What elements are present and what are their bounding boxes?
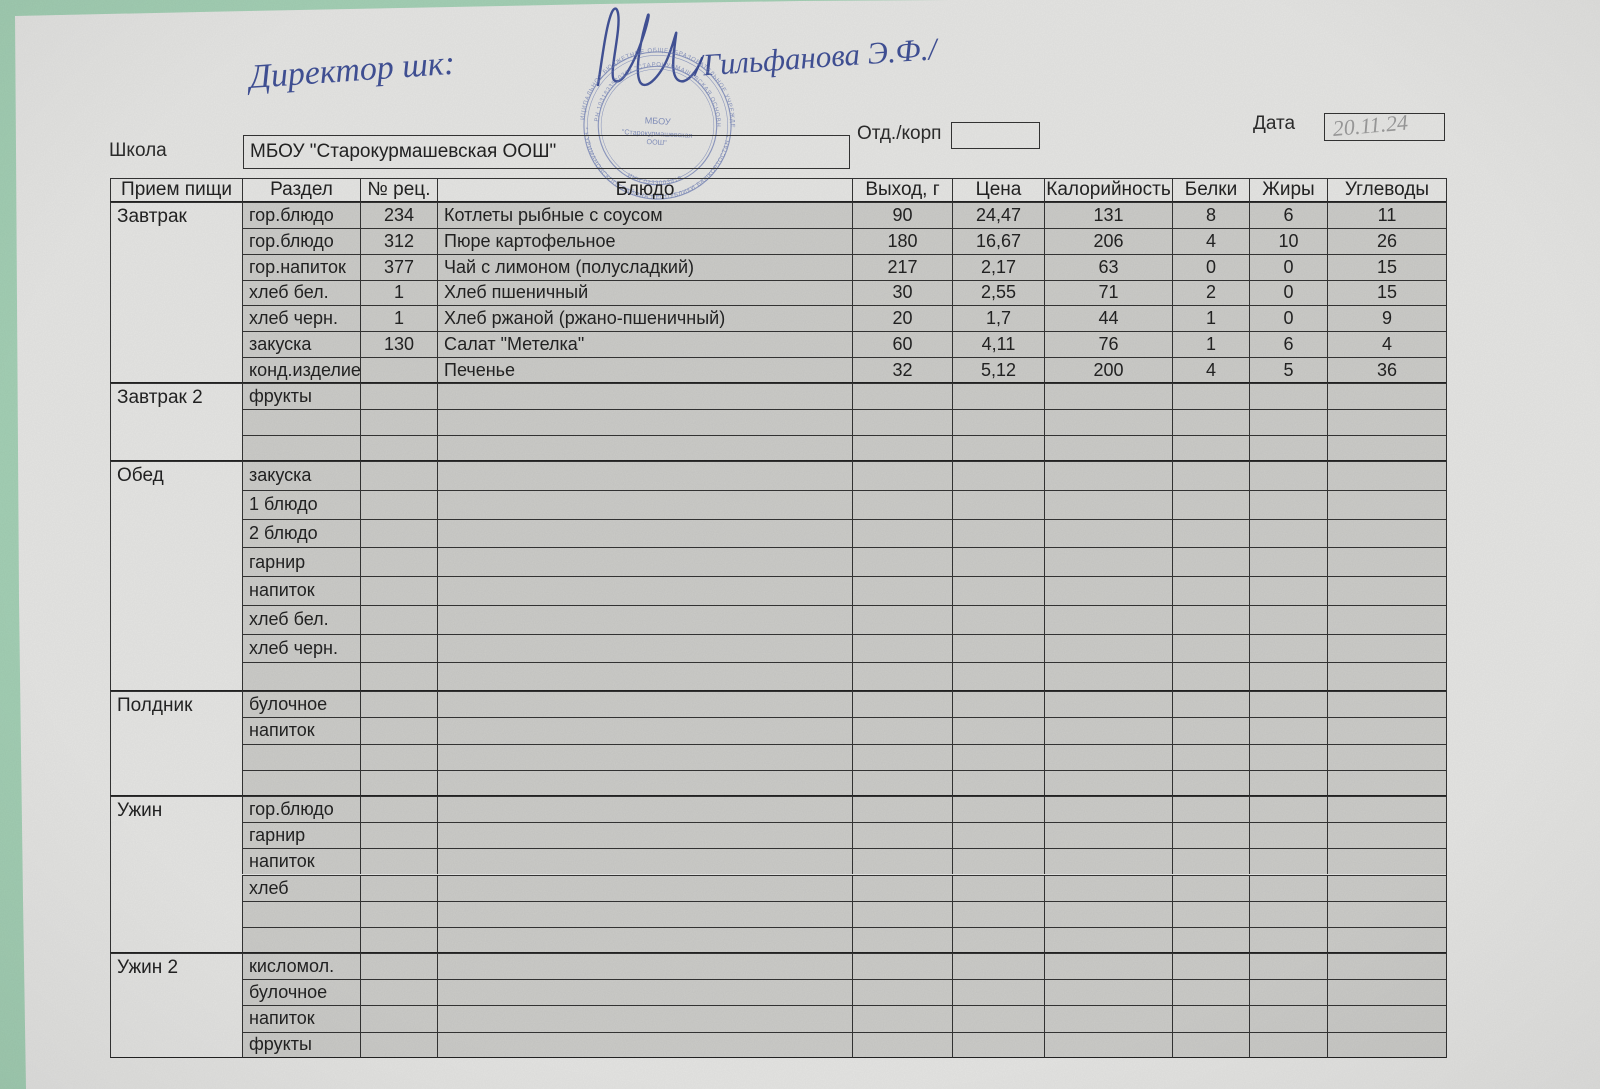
svg-text:МУНИЦИПАЛЬНОЕ БЮДЖЕТНОЕ ОБЩЕОБ: МУНИЦИПАЛЬНОЕ БЮДЖЕТНОЕ ОБЩЕОБРАЗОВАТЕЛЬ…	[559, 25, 740, 129]
svg-text:Директор шк:: Директор шк:	[245, 45, 456, 96]
svg-text:МБОУ: МБОУ	[644, 115, 671, 126]
